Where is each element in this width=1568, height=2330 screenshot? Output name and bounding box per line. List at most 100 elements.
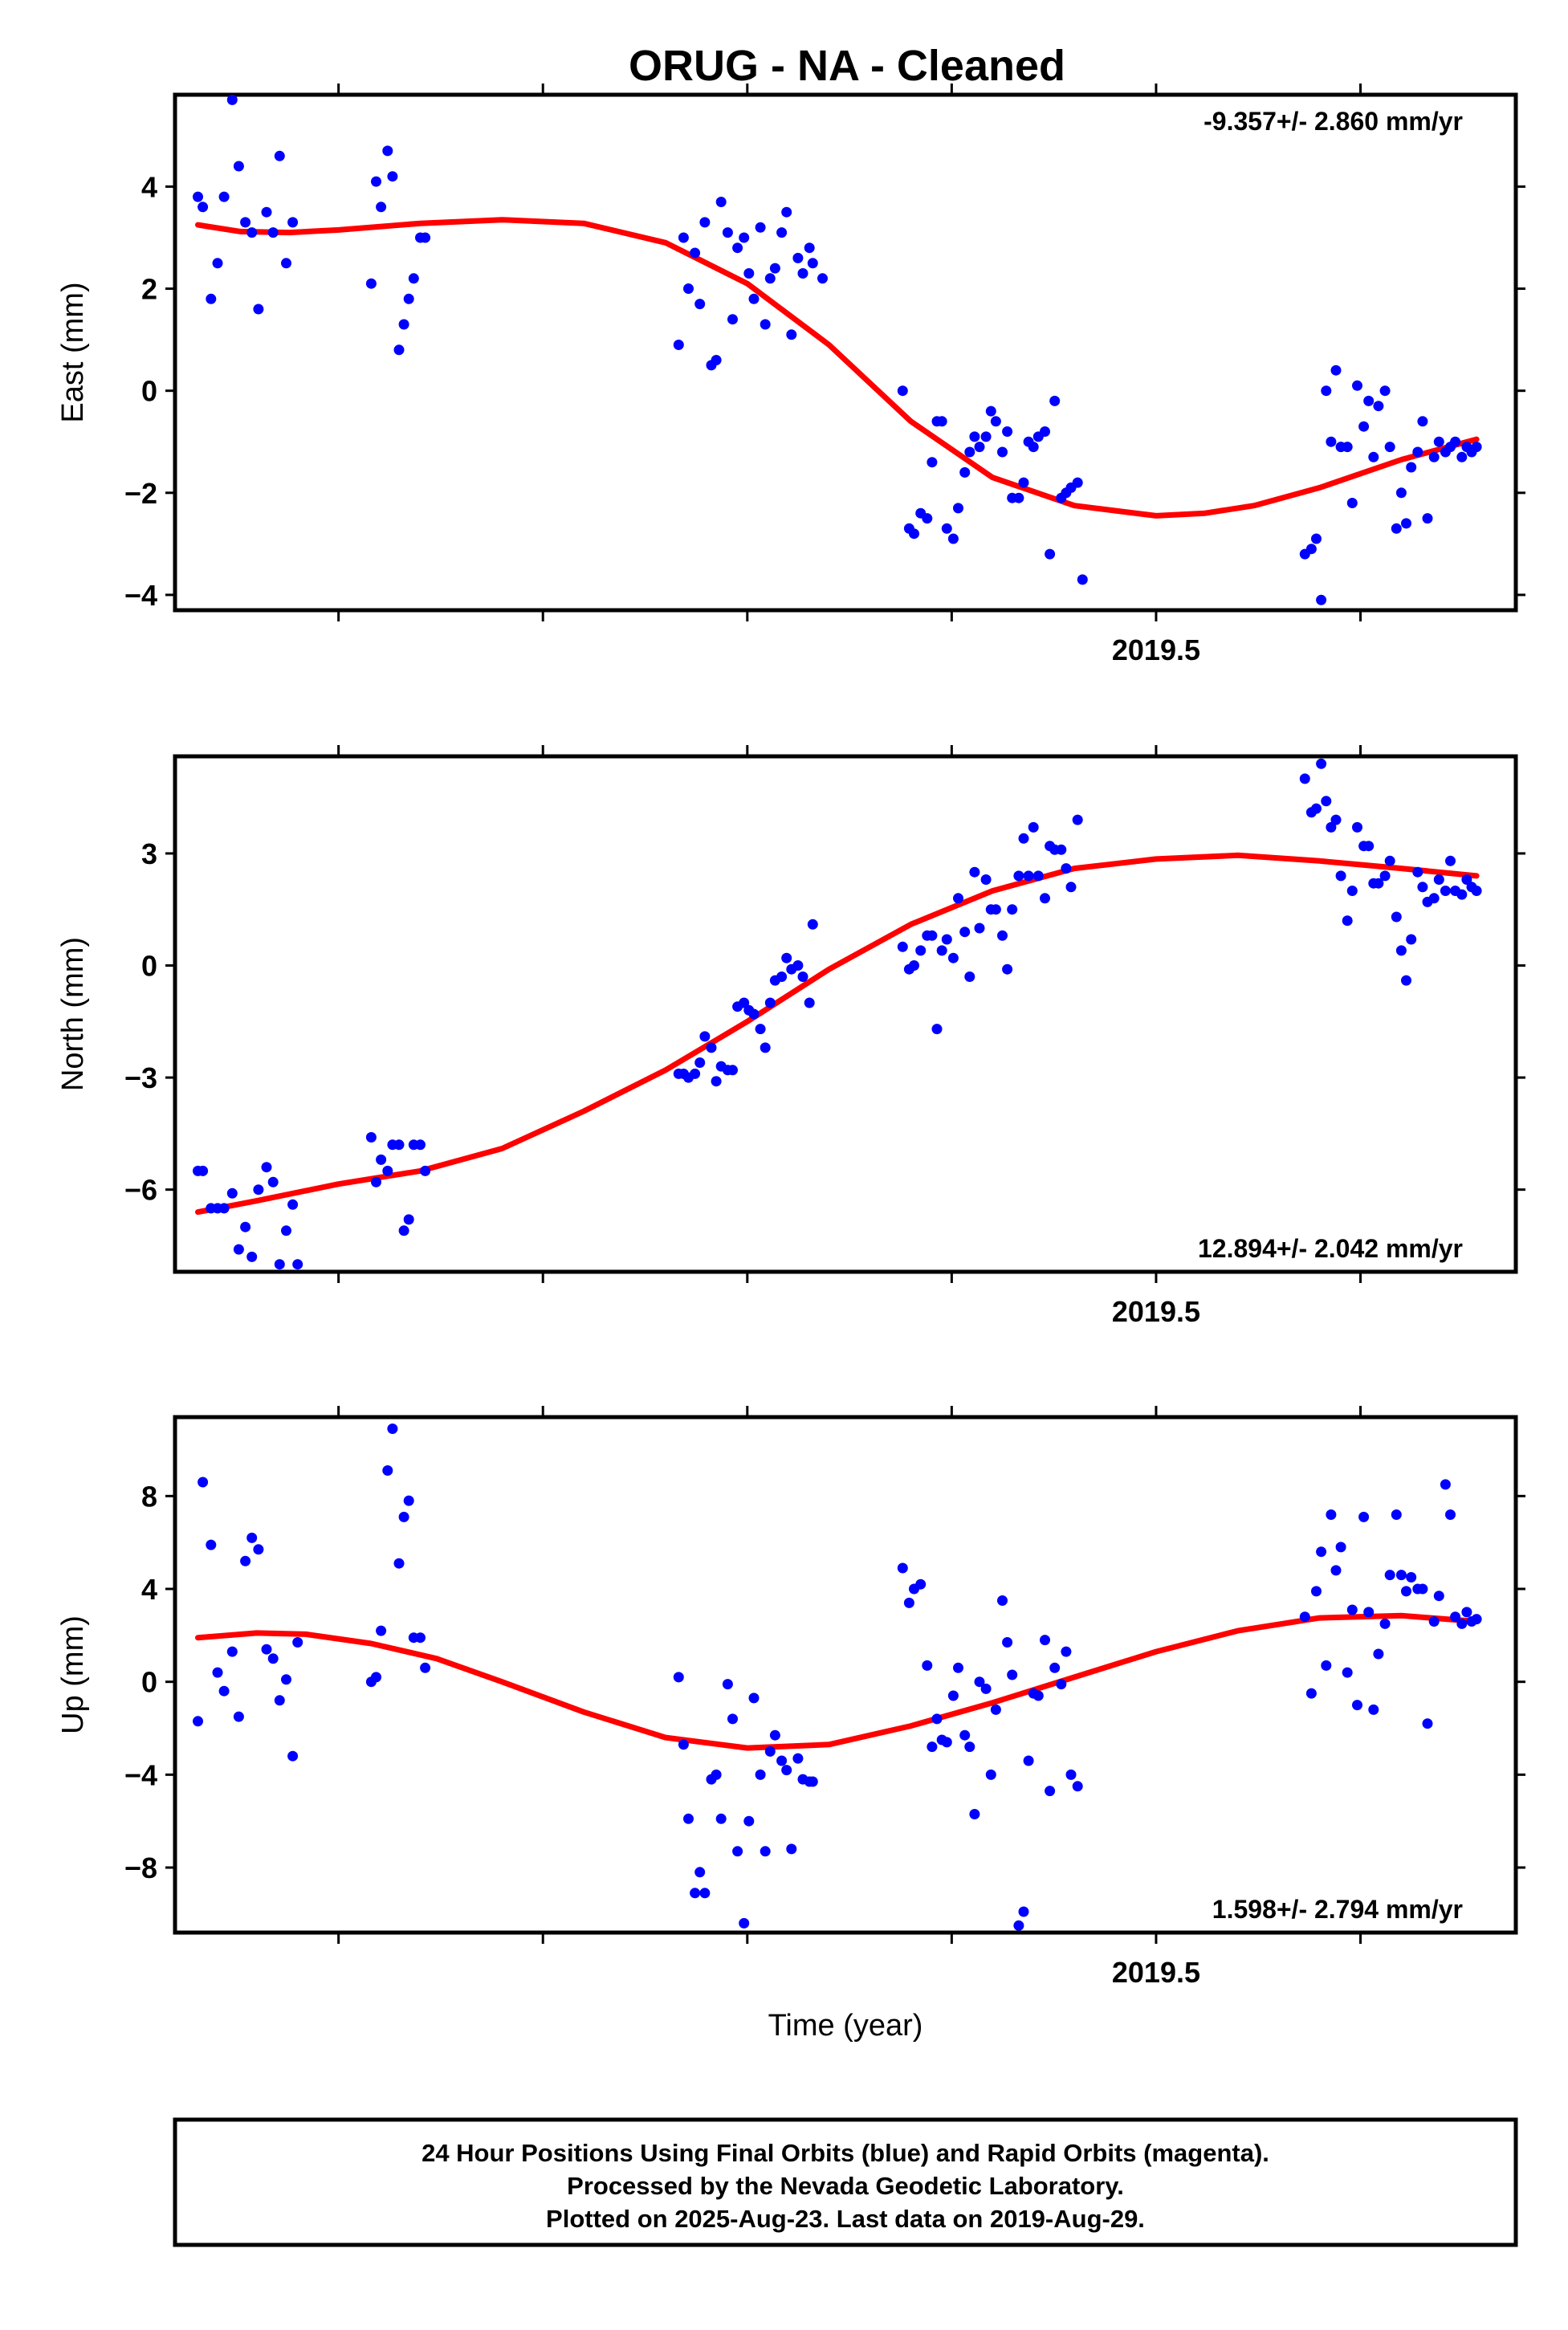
data-point <box>1406 934 1417 945</box>
data-point <box>739 1917 750 1929</box>
data-point <box>1305 1688 1317 1699</box>
data-point <box>1445 1509 1456 1520</box>
figure-title: ORUG - NA - Cleaned <box>629 42 1065 90</box>
data-point <box>776 1755 788 1766</box>
data-point <box>959 927 971 938</box>
panel-east-rate: -9.357+/- 2.860 mm/yr <box>1203 107 1463 136</box>
data-point <box>1363 1607 1375 1618</box>
data-point <box>1433 874 1444 885</box>
data-point <box>1002 426 1013 437</box>
data-point <box>1358 421 1370 432</box>
data-point <box>1061 1646 1072 1657</box>
data-point <box>1373 878 1384 889</box>
data-point <box>240 1221 251 1232</box>
panel-up-rate: 1.598+/- 2.794 mm/yr <box>1212 1895 1463 1924</box>
data-point <box>1330 1565 1342 1576</box>
data-point <box>1406 462 1417 473</box>
data-point <box>953 893 963 904</box>
data-point <box>690 1068 701 1079</box>
data-point <box>727 1713 738 1725</box>
data-point <box>1471 1614 1482 1625</box>
data-point <box>953 503 963 514</box>
data-point <box>1433 436 1444 447</box>
data-point <box>1311 533 1322 544</box>
data-point <box>415 1139 426 1151</box>
data-point <box>678 232 689 243</box>
data-point <box>941 1737 952 1748</box>
data-point <box>1373 1648 1384 1660</box>
data-point <box>287 1199 299 1210</box>
data-point <box>953 1662 963 1673</box>
data-point <box>1330 814 1342 825</box>
data-point <box>287 1750 299 1762</box>
data-point <box>969 1809 980 1819</box>
data-point <box>1428 893 1440 904</box>
data-point <box>387 171 398 182</box>
data-point <box>376 1154 387 1165</box>
data-point <box>786 329 797 340</box>
data-point <box>1018 477 1029 488</box>
data-point <box>1045 1786 1056 1797</box>
data-point <box>936 945 947 956</box>
data-point <box>1049 1662 1061 1673</box>
panel-east-yticks: −4 −2 0 2 4 <box>124 170 1525 612</box>
data-point <box>739 997 750 1008</box>
ytick-label: −4 <box>124 579 157 612</box>
data-point <box>1013 1920 1024 1931</box>
data-point <box>246 1251 258 1262</box>
data-point <box>403 1495 414 1506</box>
data-point <box>1002 963 1013 975</box>
data-point <box>1007 904 1018 915</box>
data-point <box>420 1662 431 1673</box>
data-point <box>1412 866 1423 878</box>
data-point <box>1433 1591 1444 1602</box>
data-point <box>1461 1607 1472 1618</box>
data-point <box>797 972 808 982</box>
data-point <box>371 1176 381 1187</box>
data-point <box>398 319 409 330</box>
data-point <box>393 1139 405 1151</box>
data-point <box>281 1674 291 1685</box>
data-point <box>1028 821 1039 833</box>
data-point <box>807 919 818 930</box>
data-point <box>1412 446 1423 458</box>
data-point <box>727 1065 738 1076</box>
data-point <box>722 227 733 238</box>
data-point <box>226 95 238 105</box>
data-point <box>1321 1660 1332 1671</box>
data-point <box>711 355 722 365</box>
panel-up-ylabel: Up (mm) <box>56 1615 90 1734</box>
data-point <box>804 242 815 254</box>
data-point <box>997 446 1008 458</box>
data-point <box>403 293 414 304</box>
data-point <box>1471 442 1482 453</box>
data-point <box>1440 886 1451 896</box>
data-point <box>1311 803 1322 814</box>
data-point <box>1049 395 1061 406</box>
data-point <box>776 972 788 982</box>
xtick-label: 2019.5 <box>1112 1956 1200 1989</box>
data-point <box>927 457 938 468</box>
data-point <box>1384 855 1395 866</box>
data-point <box>1395 487 1407 499</box>
data-point <box>1007 1669 1018 1680</box>
data-point <box>915 945 927 956</box>
data-point <box>1373 401 1384 412</box>
fit-line <box>195 217 1480 519</box>
data-point <box>909 528 919 540</box>
data-point <box>715 1813 727 1824</box>
data-point <box>1450 1611 1461 1623</box>
data-point <box>755 1024 766 1035</box>
data-point <box>246 1532 258 1543</box>
data-point <box>1471 886 1482 896</box>
data-point <box>371 176 381 187</box>
data-point <box>964 446 975 458</box>
data-point <box>1456 889 1468 900</box>
data-point <box>922 1660 933 1671</box>
x-axis-label: Time (year) <box>768 2009 923 2043</box>
data-point <box>1342 1667 1353 1678</box>
data-point <box>1368 451 1379 462</box>
data-point <box>969 431 980 442</box>
data-point <box>261 1162 272 1173</box>
data-point <box>398 1225 409 1236</box>
